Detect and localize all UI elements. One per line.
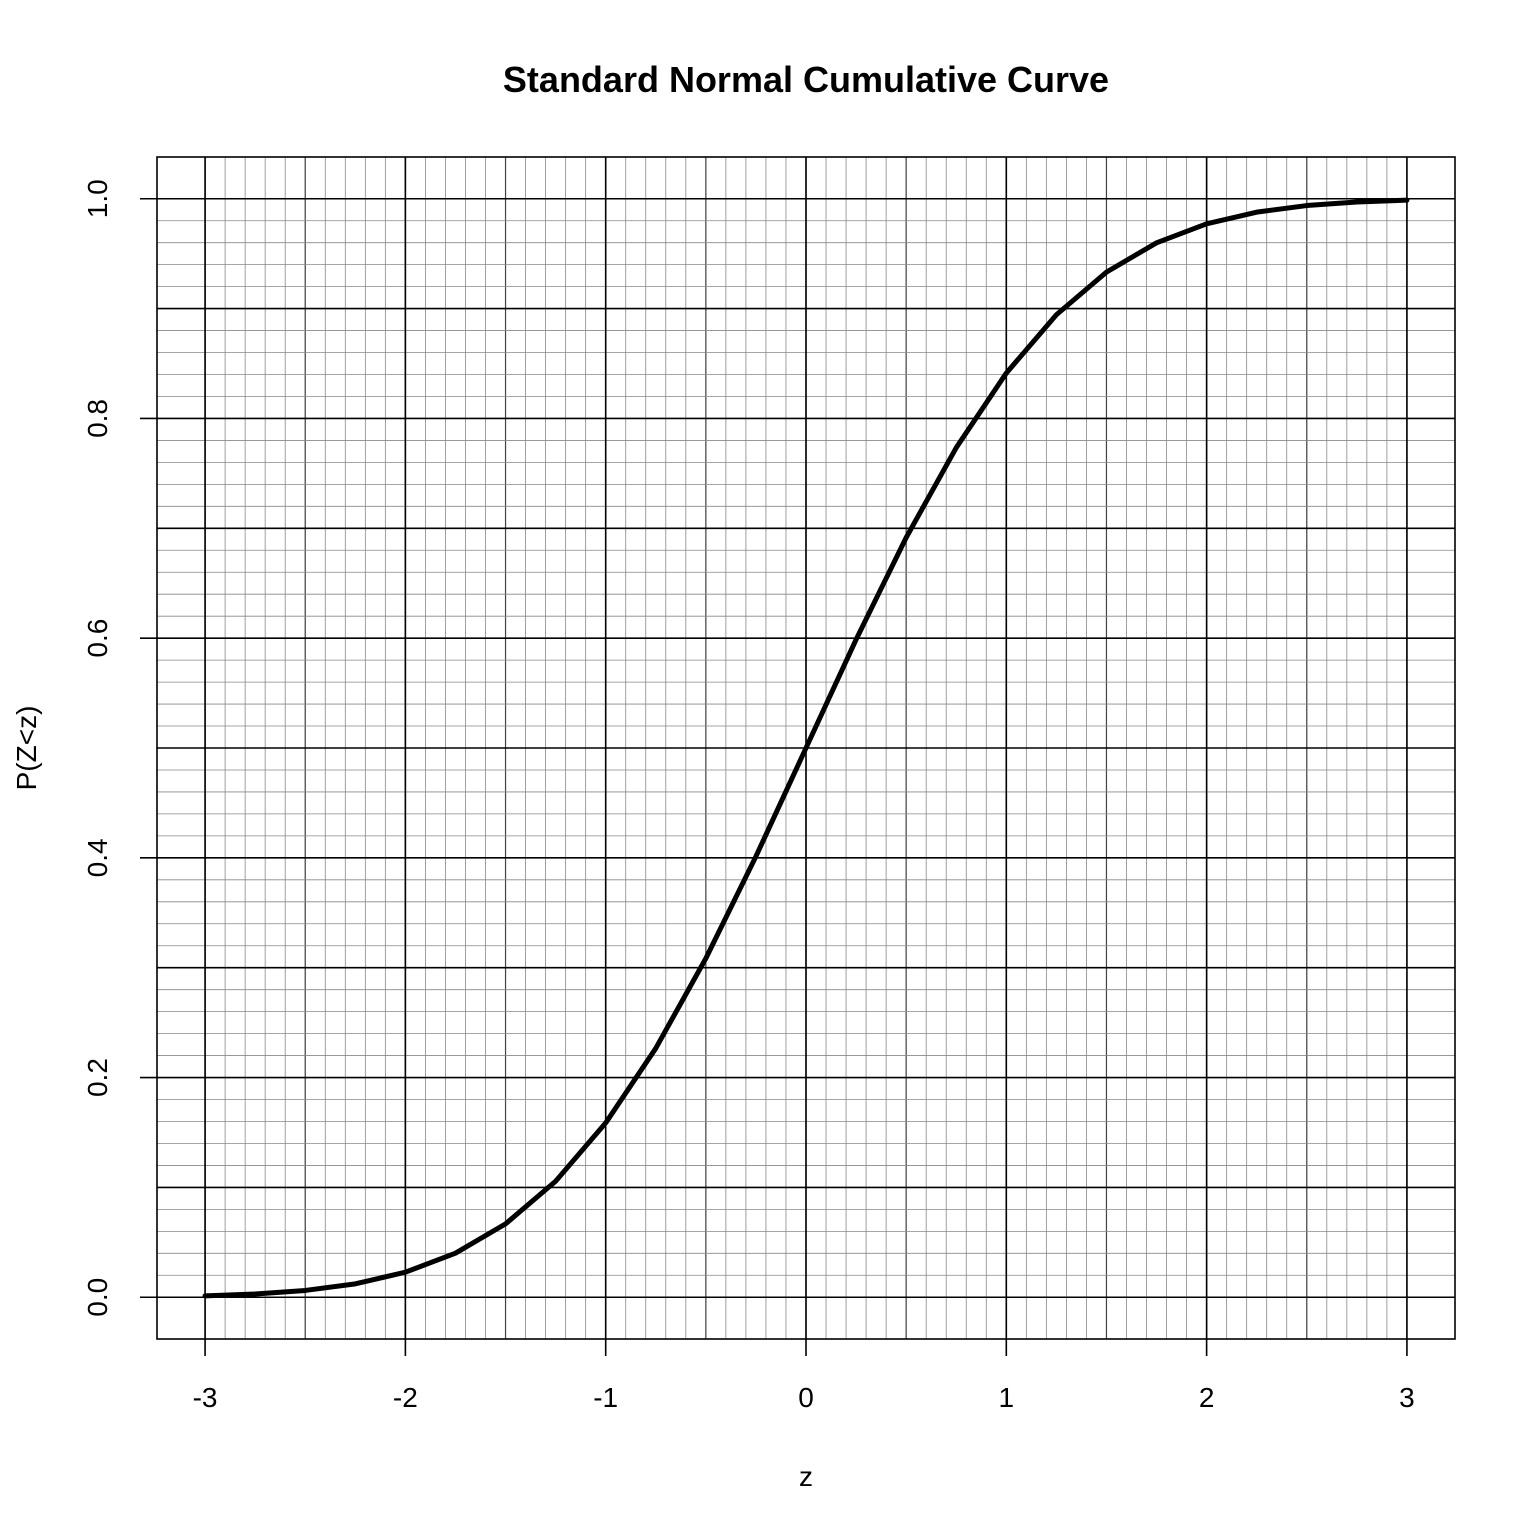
y-tick-label: 0.0 xyxy=(82,1278,113,1317)
y-tick-label: 0.2 xyxy=(82,1058,113,1097)
y-tick-label: 0.6 xyxy=(82,619,113,658)
x-tick-label: -1 xyxy=(593,1382,618,1413)
x-tick-label: -2 xyxy=(393,1382,418,1413)
x-tick-label: 0 xyxy=(798,1382,814,1413)
x-axis-label: z xyxy=(799,1461,813,1492)
x-tick-label: 1 xyxy=(999,1382,1015,1413)
y-tick-label: 1.0 xyxy=(82,179,113,218)
x-tick-label: -3 xyxy=(193,1382,218,1413)
chart-title: Standard Normal Cumulative Curve xyxy=(503,59,1109,100)
y-axis-label: P(Z<z) xyxy=(11,706,42,791)
y-tick-label: 0.8 xyxy=(82,399,113,438)
y-tick-label: 0.4 xyxy=(82,838,113,877)
x-tick-label: 3 xyxy=(1399,1382,1415,1413)
x-tick-label: 2 xyxy=(1199,1382,1215,1413)
